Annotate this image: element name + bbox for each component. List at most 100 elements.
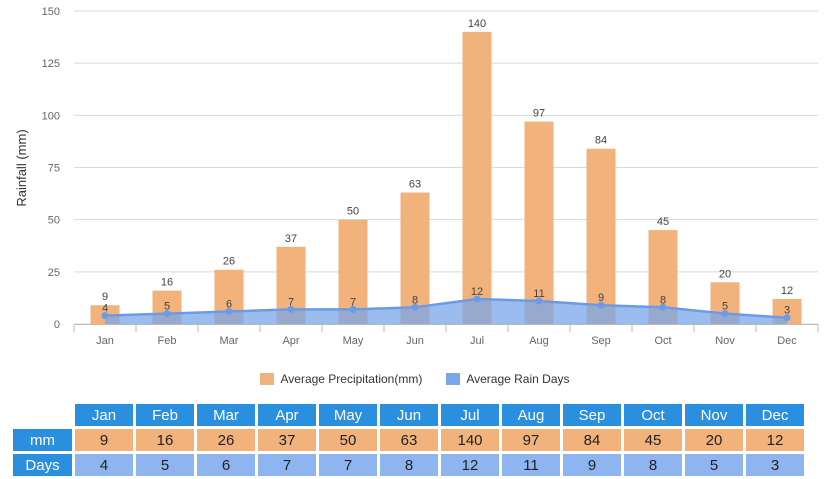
table-cell-days: 5 <box>136 454 194 476</box>
precipitation-swatch <box>260 373 275 385</box>
rain-days-labels: 4 5 6 7 7 8 12 11 9 8 5 3 <box>102 286 790 317</box>
table-cell-days: 5 <box>685 454 743 476</box>
rain-days-point <box>349 305 357 313</box>
legend-item-precipitation[interactable]: Average Precipitation(mm) <box>260 372 422 386</box>
bar-data-label: 140 <box>468 18 486 30</box>
table-month-header: Jan <box>75 404 133 426</box>
table-row-mm: mm 9 16 26 37 50 63 140 97 84 45 20 12 <box>13 429 804 451</box>
bar <box>462 31 492 324</box>
table-header-row: Jan Feb Mar Apr May Jun Jul Aug Sep Oct Nov Dec <box>13 404 804 426</box>
table-corner <box>13 404 72 426</box>
rain-days-point <box>721 310 729 318</box>
bar <box>586 148 616 324</box>
bar <box>400 192 430 324</box>
table-cell-mm: 45 <box>624 429 682 451</box>
y-tick-label: 50 <box>48 215 60 227</box>
rain-days-point <box>101 312 109 320</box>
x-tick-label: Aug <box>529 335 549 347</box>
rain-days-point <box>597 301 605 309</box>
rain-days-point <box>287 305 295 313</box>
row-header-days: Days <box>13 454 72 476</box>
precipitation-bars <box>90 31 802 325</box>
table-month-header: Apr <box>258 404 316 426</box>
rain-days-data-label: 6 <box>226 298 232 310</box>
table-cell-days: 4 <box>75 454 133 476</box>
table-cell-days: 8 <box>624 454 682 476</box>
table-row-days: Days 4 5 6 7 7 8 12 11 9 8 5 3 <box>13 454 804 476</box>
table-month-header: Oct <box>624 404 682 426</box>
bar-data-label: 37 <box>285 233 297 245</box>
table-month-header: Nov <box>685 404 743 426</box>
bar-data-label: 12 <box>781 285 793 297</box>
rain-days-data-label: 8 <box>412 294 418 306</box>
table-cell-mm: 16 <box>136 429 194 451</box>
y-tick-label: 0 <box>54 319 60 331</box>
table-cell-days: 8 <box>380 454 438 476</box>
table-cell-days: 3 <box>746 454 804 476</box>
table-month-header: Sep <box>563 404 621 426</box>
x-tick-label: Oct <box>654 335 671 347</box>
precipitation-labels: 9 16 26 37 50 63 140 97 84 45 20 12 <box>102 18 793 303</box>
table-month-header: Jul <box>441 404 499 426</box>
legend-label-rain-days: Average Rain Days <box>466 372 570 386</box>
legend-item-rain-days[interactable]: Average Rain Days <box>446 372 570 386</box>
rain-days-data-label: 5 <box>164 301 170 313</box>
rain-days-data-label: 12 <box>471 286 483 298</box>
y-tick-label: 150 <box>42 6 60 18</box>
rain-days-data-label: 8 <box>660 294 666 306</box>
x-tick-label: Feb <box>158 335 177 347</box>
rain-days-data-label: 7 <box>350 296 356 308</box>
table-month-header: Aug <box>502 404 560 426</box>
y-tick-label: 75 <box>48 163 60 175</box>
legend-label-precipitation: Average Precipitation(mm) <box>280 372 423 386</box>
rain-days-point <box>411 303 419 311</box>
table-cell-days: 12 <box>441 454 499 476</box>
bar-data-label: 16 <box>161 277 173 289</box>
table-cell-days: 7 <box>319 454 377 476</box>
table-month-header: Jun <box>380 404 438 426</box>
table-month-header: Mar <box>197 404 255 426</box>
x-tick-label: Jan <box>96 335 114 347</box>
y-tick-label: 25 <box>48 267 60 279</box>
table-cell-mm: 84 <box>563 429 621 451</box>
grid-lines <box>74 10 818 325</box>
x-tick-label: May <box>343 335 364 347</box>
rain-days-data-label: 3 <box>784 305 790 317</box>
table-month-header: Dec <box>746 404 804 426</box>
bar <box>524 121 554 325</box>
table-cell-mm: 140 <box>441 429 499 451</box>
rain-days-point <box>163 310 171 318</box>
table-cell-mm: 97 <box>502 429 560 451</box>
chart-legend: Average Precipitation(mm) Average Rain D… <box>0 372 830 386</box>
bar-data-label: 26 <box>223 256 235 268</box>
bar-data-label: 50 <box>347 206 359 218</box>
rain-days-point <box>783 314 791 322</box>
bar-data-label: 97 <box>533 108 545 120</box>
rain-days-data-label: 11 <box>533 288 544 300</box>
table-cell-mm: 9 <box>75 429 133 451</box>
rain-days-data-label: 7 <box>288 296 294 308</box>
x-tick-label: Nov <box>715 335 735 347</box>
bar-data-label: 63 <box>409 179 421 191</box>
x-axis-ticks: Jan Feb Mar Apr May Jun Jul Aug Sep Oct Nov Dec <box>73 324 819 347</box>
table-cell-mm: 12 <box>746 429 804 451</box>
rain-days-line <box>104 297 788 319</box>
rain-days-area-fill <box>105 298 787 324</box>
table-cell-days: 11 <box>502 454 560 476</box>
rain-days-swatch <box>446 373 461 385</box>
y-axis-label: Rainfall (mm) <box>14 129 29 206</box>
y-axis-ticks: 0 25 50 75 100 125 150 <box>42 6 60 331</box>
table-cell-days: 9 <box>563 454 621 476</box>
x-tick-label: Mar <box>220 335 239 347</box>
table-cell-mm: 63 <box>380 429 438 451</box>
x-tick-label: Jul <box>470 335 484 347</box>
climate-table: Jan Feb Mar Apr May Jun Jul Aug Sep Oct Nov Dec mm … <box>10 401 807 479</box>
table-month-header: Feb <box>136 404 194 426</box>
rain-days-data-label: 9 <box>598 292 604 304</box>
rain-days-point <box>535 297 543 305</box>
rain-days-point <box>225 307 233 315</box>
row-header-mm: mm <box>13 429 72 451</box>
x-tick-label: Sep <box>591 335 611 347</box>
y-tick-label: 125 <box>42 58 60 70</box>
